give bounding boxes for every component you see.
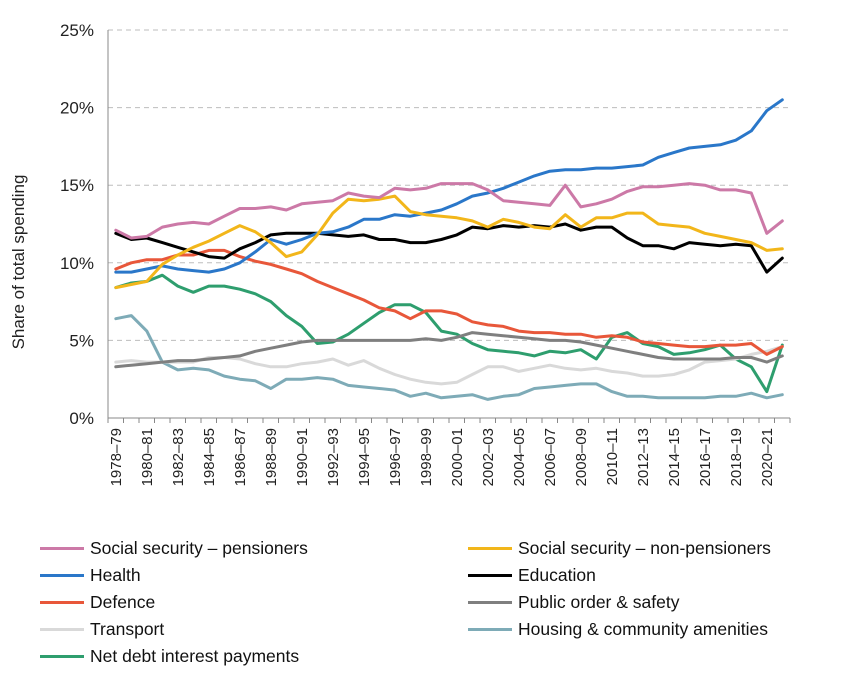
y-tick-label: 0%: [69, 409, 94, 428]
y-tick-label: 15%: [60, 176, 94, 195]
legend-swatch: [468, 547, 512, 550]
legend-item: Social security – non-pensioners: [468, 538, 771, 559]
x-tick-label: 1980–81: [139, 428, 156, 486]
legend-swatch: [40, 628, 84, 631]
x-tick-label: 2012–13: [635, 428, 652, 486]
legend-item: Net debt interest payments: [40, 646, 299, 667]
legend-item: Public order & safety: [468, 592, 679, 613]
legend-item: Defence: [40, 592, 155, 613]
y-axis-tick-labels: 0% 5% 10% 15% 20% 25%: [60, 21, 94, 428]
x-tick-label: 2004–05: [511, 428, 528, 486]
y-axis-label: Share of total spending: [9, 175, 28, 350]
legend-swatch: [468, 574, 512, 577]
x-tick-label: 1994–95: [356, 428, 373, 486]
legend: Social security – pensioners Social secur…: [40, 538, 840, 678]
legend-label: Net debt interest payments: [90, 646, 300, 666]
series-line-net-debt-interest-payments: [114, 273, 784, 394]
legend-label: Social security – pensioners: [90, 538, 308, 558]
legend-swatch: [468, 628, 512, 631]
y-tick-label: 10%: [60, 254, 94, 273]
x-tick-label: 2006–07: [542, 428, 559, 486]
series-line-social-security-non-pensioners: [114, 194, 784, 290]
x-tick-label: 1982–83: [170, 428, 187, 486]
x-tick-label: 2016–17: [697, 428, 714, 486]
x-tick-label: 1986–87: [232, 428, 249, 486]
x-tick-label: 2000–01: [449, 428, 466, 486]
x-tick-label: 1992–93: [325, 428, 342, 486]
y-tick-label: 25%: [60, 21, 94, 40]
legend-label: Defence: [90, 592, 156, 612]
y-tick-label: 5%: [69, 331, 94, 350]
series-line-defence: [114, 248, 784, 356]
legend-item: Social security – pensioners: [40, 538, 308, 559]
legend-label: Housing & community amenities: [518, 619, 768, 639]
x-tick-label: 2002–03: [480, 428, 497, 486]
legend-swatch: [40, 574, 84, 577]
legend-swatch: [40, 547, 84, 550]
legend-swatch: [468, 601, 512, 604]
x-tick-label: 2008–09: [573, 428, 590, 486]
series-line-housing-community-amenities: [114, 314, 784, 401]
legend-label: Transport: [90, 619, 165, 639]
x-tick-label: 2018–19: [728, 428, 745, 486]
legend-item: Education: [468, 565, 596, 586]
legend-label: Health: [90, 565, 141, 585]
series-line-education: [114, 222, 784, 274]
legend-label: Public order & safety: [518, 592, 680, 612]
legend-item: Transport: [40, 619, 164, 640]
x-tick-label: 2014–15: [666, 428, 683, 486]
x-axis-tick-labels: 1978–79 1980–81 1982–83 1984–85 1986–87 1988–…: [107, 418, 791, 486]
legend-swatch: [40, 655, 84, 658]
line-chart: 0%5%10%15%20%25% 1978–79 1980–81 1982–83 19…: [9, 21, 791, 486]
x-tick-label: 2020–21: [759, 428, 776, 486]
x-tick-label: 1988–89: [263, 428, 280, 486]
x-tick-label: 1990–91: [294, 428, 311, 486]
y-tick-label: 20%: [60, 99, 94, 118]
x-tick-label: 1996–97: [387, 428, 404, 486]
x-tick-label: 2010–11: [604, 428, 621, 485]
series-lines: [114, 98, 784, 401]
legend-item: Health: [40, 565, 141, 586]
legend-item: Housing & community amenities: [468, 619, 768, 640]
series-line-social-security-pensioners: [114, 182, 784, 240]
x-tick-label: 1984–85: [201, 428, 218, 486]
x-tick-label: 1978–79: [108, 428, 125, 486]
series-line-public-order-safety: [114, 331, 784, 369]
x-tick-label: 1998–99: [418, 428, 435, 486]
legend-label: Social security – non-pensioners: [518, 538, 771, 558]
legend-label: Education: [518, 565, 596, 585]
series-line-health: [114, 98, 784, 274]
legend-swatch: [40, 601, 84, 604]
